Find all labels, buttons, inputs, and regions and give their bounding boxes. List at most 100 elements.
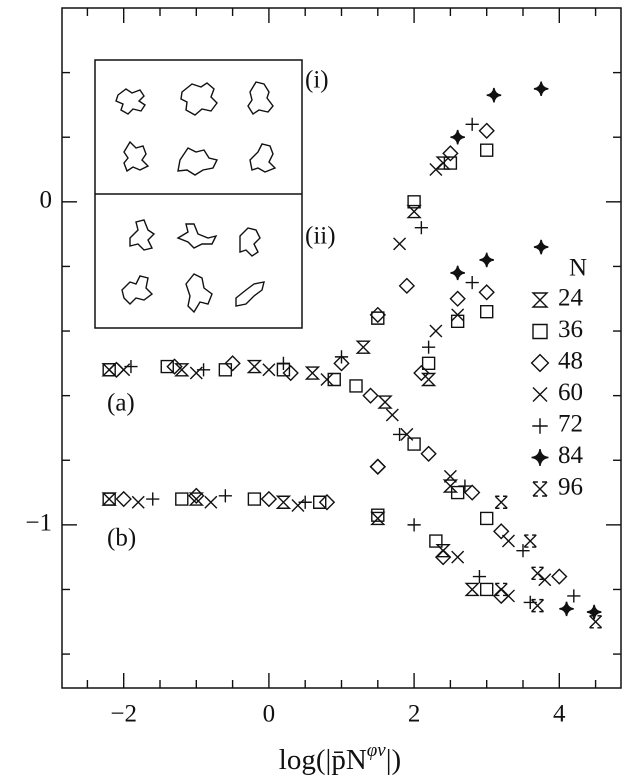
legend-marker [532,418,548,434]
x-tick-label: −2 [110,701,137,728]
data-point [327,372,341,387]
data-point [393,237,407,251]
data-point [586,604,602,620]
annotation: (a) [107,390,135,417]
data-point [458,479,472,493]
data-point [533,81,549,97]
legend-label: 60 [558,379,583,406]
data-point [442,145,459,162]
data-point [276,356,291,370]
data-point [174,363,190,377]
data-point [188,487,205,504]
data-point [516,544,530,558]
data-point [355,340,371,354]
data-point [124,359,138,374]
data-point [465,117,479,131]
data-point [501,534,515,548]
blob [180,82,218,116]
data-point [369,458,386,475]
data-point [589,615,603,629]
data-point [400,427,414,441]
data-point [246,359,263,374]
data-point [531,566,545,581]
data-point [377,395,393,409]
x-tick-label: 2 [408,701,421,728]
data-point [442,479,459,493]
data-point [362,387,379,404]
legend-marker [532,323,548,340]
data-point [370,511,386,526]
data-point [369,458,386,475]
data-point [108,361,125,378]
data-point [189,366,203,380]
data-point [494,495,508,509]
data-point [479,511,494,526]
blob [123,140,150,173]
legend-marker [531,448,549,467]
data-point [479,252,495,268]
annotation: (i) [305,67,329,94]
x-label-end: |) [386,744,401,776]
x-tick-label: 0 [263,701,276,728]
data-point [551,568,568,585]
data-point [282,364,299,382]
data-point [318,494,336,511]
data-point [218,363,233,377]
data-point [275,495,292,509]
data-point [262,363,276,377]
data-point [115,490,132,508]
legend-marker [531,292,549,308]
x-tick-label: 4 [553,701,566,728]
data-point [429,163,443,177]
legend-marker [532,481,548,497]
data-point [146,492,160,506]
data-point [406,204,422,219]
data-point [407,518,421,532]
data-point [429,534,443,548]
data-point [449,290,466,307]
data-point [533,239,549,255]
data-point [450,265,465,281]
data-point [567,589,581,603]
data-point [413,364,430,382]
data-point [101,492,117,506]
data-point [479,304,494,319]
data-point [478,284,495,301]
data-point [479,582,494,597]
data-point [102,492,116,506]
data-point [464,582,480,597]
annotation: (ii) [305,223,336,250]
blob [176,223,218,249]
data-point [450,129,465,145]
data-point [333,355,350,372]
data-point [320,373,334,386]
blob [115,88,146,115]
data-point [175,492,189,506]
blob [239,227,261,257]
data-point [479,143,494,157]
data-point [472,569,487,584]
data-point [421,356,436,371]
data-point [260,490,278,508]
data-point [434,548,452,566]
data-point [196,363,211,377]
y-tick-label: 0 [40,187,53,214]
blob [177,147,219,176]
data-point [392,427,407,442]
data-point [523,534,537,548]
data-point [486,87,502,103]
data-point [398,277,416,295]
data-point [224,355,241,372]
blob [129,219,156,251]
data-point [334,350,349,364]
data-point [304,366,321,380]
data-point [494,582,508,597]
data-point [463,484,481,501]
data-point [218,489,232,503]
x-label-sup: φν [367,740,387,761]
blob [121,275,154,305]
data-point [443,156,458,170]
y-tick-label: −1 [25,510,52,537]
legend-label: 84 [558,442,584,469]
